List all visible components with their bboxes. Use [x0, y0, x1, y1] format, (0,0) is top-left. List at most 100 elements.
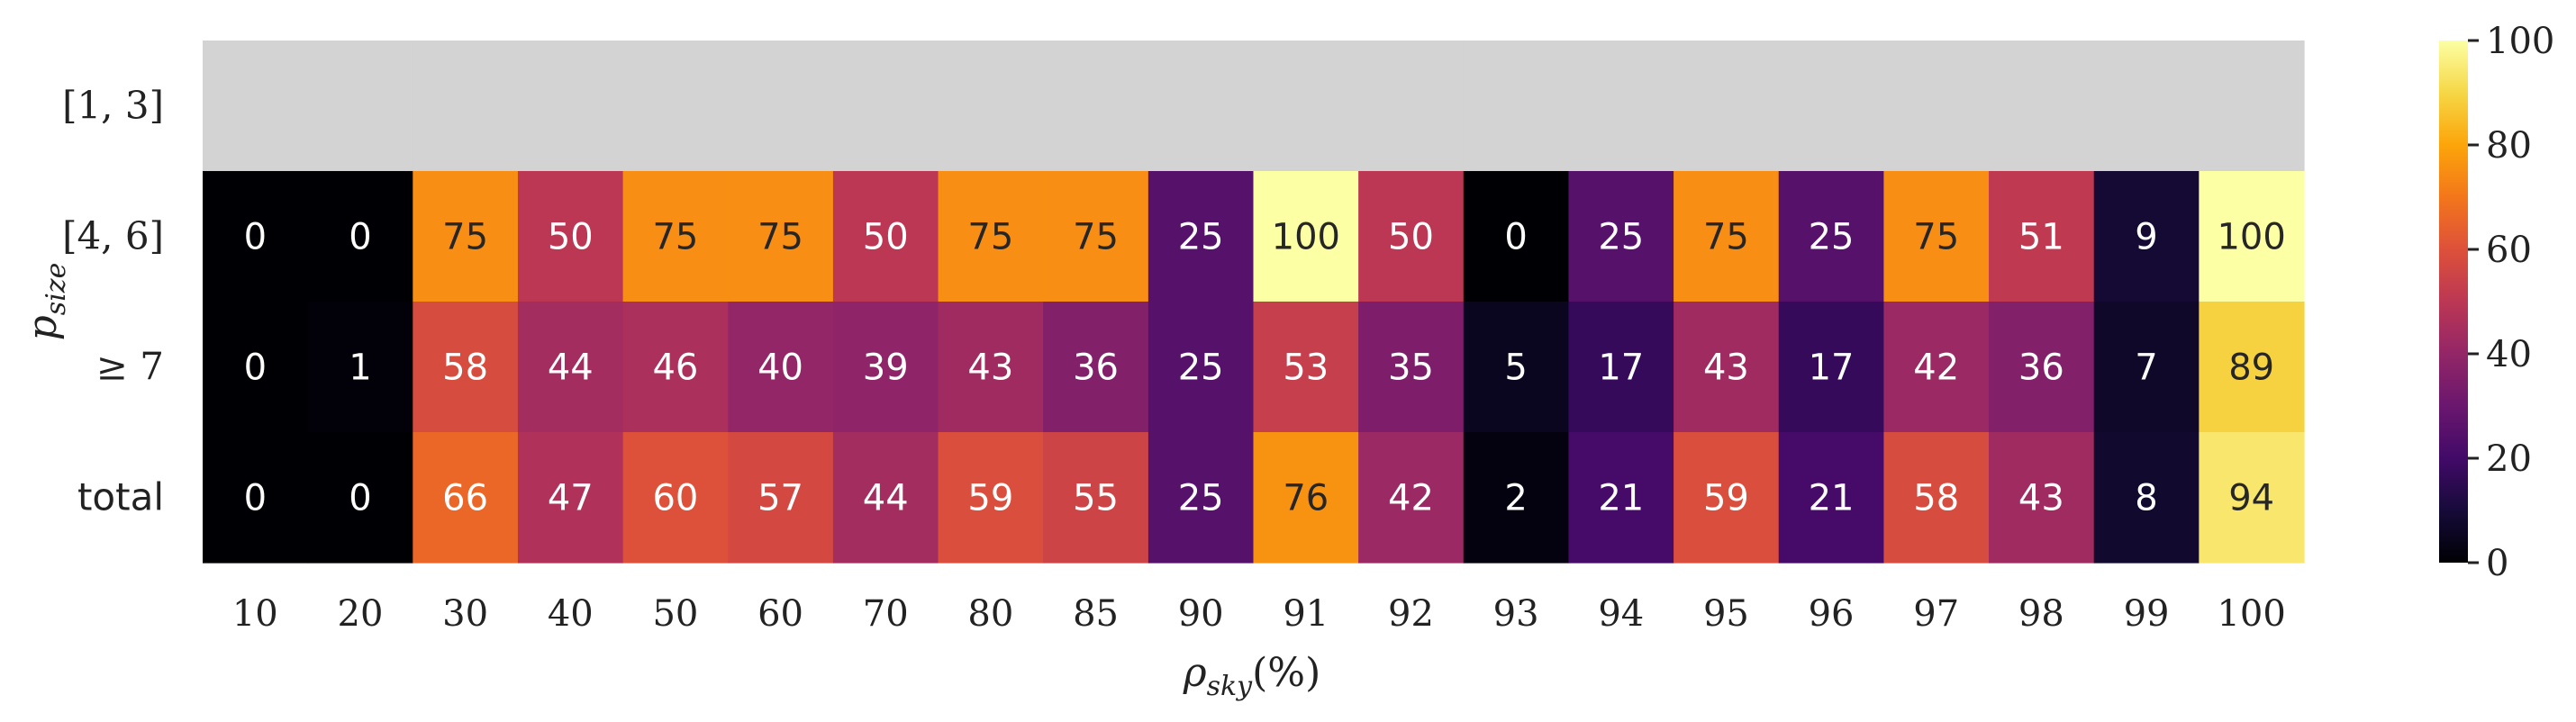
cell-value-label: 89: [2228, 347, 2274, 389]
cell-value-label: 42: [1388, 478, 1434, 519]
x-tick-label: 96: [1809, 593, 1855, 635]
cell-value-label: 0: [244, 217, 267, 258]
x-tick-label: 98: [2018, 593, 2064, 635]
cell-value-label: 60: [652, 478, 698, 519]
cell-value-label: 59: [967, 478, 1013, 519]
cell-value-label: 50: [863, 217, 909, 258]
cell-value-label: 75: [652, 217, 698, 258]
cell-value-label: 75: [1913, 217, 1959, 258]
cell-value-label: 50: [548, 217, 594, 258]
cell-value-label: 36: [2018, 347, 2064, 389]
colorbar-tick-label: 20: [2486, 438, 2532, 480]
heatmap-cell: [1778, 302, 1884, 433]
cell-value-label: 55: [1073, 478, 1119, 519]
colorbar-tick-label: 80: [2486, 125, 2532, 167]
cell-value-label: 51: [2018, 217, 2064, 258]
cell-value-label: 25: [1598, 217, 1644, 258]
heatmap-cell: [728, 302, 834, 433]
x-tick-label: 94: [1598, 593, 1644, 635]
cell-value-label: 42: [1913, 347, 1959, 389]
heatmap-cell: [307, 171, 413, 302]
heatmap-cell: [1358, 432, 1465, 564]
heatmap-cell: [1253, 171, 1359, 302]
heatmap-cell: [2199, 171, 2305, 302]
x-tick-label: 60: [757, 593, 803, 635]
heatmap-cell: [1673, 432, 1780, 564]
heatmap-cell: [1253, 302, 1359, 433]
cell-value-label: 0: [349, 478, 371, 519]
heatmap-cell: [517, 432, 624, 564]
heatmap-cell: [2199, 41, 2305, 172]
heatmap-cell: [728, 171, 834, 302]
cell-value-label: 43: [967, 347, 1013, 389]
cell-value-label: 76: [1283, 478, 1329, 519]
heatmap-cell: [2093, 432, 2200, 564]
cell-value-label: 39: [863, 347, 909, 389]
cell-value-label: 25: [1178, 217, 1224, 258]
cell-value-label: 75: [967, 217, 1013, 258]
cell-value-label: 100: [2217, 217, 2285, 258]
x-tick-label: 10: [232, 593, 278, 635]
y-tick-label: ≥ 7: [96, 345, 164, 389]
heatmap-cell: [1253, 432, 1359, 564]
x-tick-label: 99: [2124, 593, 2170, 635]
heatmap-cell: [517, 41, 624, 172]
cell-value-label: 44: [863, 478, 909, 519]
heatmap-cell: [1043, 171, 1149, 302]
cell-value-label: 75: [1703, 217, 1749, 258]
cell-value-label: 43: [1703, 347, 1749, 389]
cell-value-label: 53: [1283, 347, 1329, 389]
cell-value-label: 58: [1913, 478, 1959, 519]
heatmap-cell: [2093, 41, 2200, 172]
cell-value-label: 1: [349, 347, 371, 389]
heatmap-cell: [832, 432, 939, 564]
heatmap-cell: [1147, 41, 1255, 172]
y-tick-label: [1, 3]: [62, 84, 164, 128]
heatmap-cell: [1568, 41, 1674, 172]
heatmap-cell: [1989, 171, 2095, 302]
heatmap-cell: [1147, 171, 1255, 302]
cell-value-label: 75: [442, 217, 488, 258]
x-tick-label: 50: [652, 593, 698, 635]
cell-value-label: 46: [652, 347, 698, 389]
heatmap-cell: [1358, 41, 1465, 172]
y-axis-label: psize: [20, 263, 72, 341]
heatmap-cell: [517, 302, 624, 433]
heatmap-cell: [2199, 302, 2305, 433]
cell-value-label: 75: [757, 217, 803, 258]
x-tick-label: 20: [338, 593, 384, 635]
heatmap-cell: [1883, 302, 1990, 433]
x-tick-label: 97: [1913, 593, 1959, 635]
cell-value-label: 94: [2228, 478, 2274, 519]
cell-value-label: 43: [2018, 478, 2064, 519]
colorbar-tick-label: 40: [2486, 334, 2532, 375]
x-tick-label: 100: [2217, 593, 2285, 635]
heatmap-cell: [938, 302, 1044, 433]
heatmap-cell: [1989, 432, 2095, 564]
cell-value-label: 2: [1504, 478, 1527, 519]
heatmap-cell: [1463, 171, 1570, 302]
heatmap-cell: [1989, 302, 2095, 433]
colorbar: [2439, 41, 2468, 563]
cell-value-label: 0: [244, 347, 267, 389]
heatmap-cell: [307, 302, 413, 433]
heatmap-cell: [622, 171, 729, 302]
heatmap-cell: [1043, 432, 1149, 564]
x-axis-label: ρsky(%): [1183, 650, 1321, 702]
heatmap-cell: [2199, 432, 2305, 564]
heatmap-cell: [1883, 41, 1990, 172]
cell-value-label: 7: [2135, 347, 2157, 389]
heatmap-cell: [1463, 41, 1570, 172]
cell-value-label: 35: [1388, 347, 1434, 389]
heatmap-cell: [938, 41, 1044, 172]
heatmap-cell: [938, 171, 1044, 302]
x-tick-labels: 10 20 30 40 50 60 70 80 85 90 91 92 93 94 95 96 97 98 99 10…: [232, 593, 2286, 635]
x-tick-label: 70: [863, 593, 909, 635]
cell-value-label: 57: [757, 478, 803, 519]
heatmap-cell: [1673, 171, 1780, 302]
heatmap-cell: [1989, 41, 2095, 172]
cell-value-label: 58: [442, 347, 488, 389]
heatmap-cell: [1147, 432, 1255, 564]
